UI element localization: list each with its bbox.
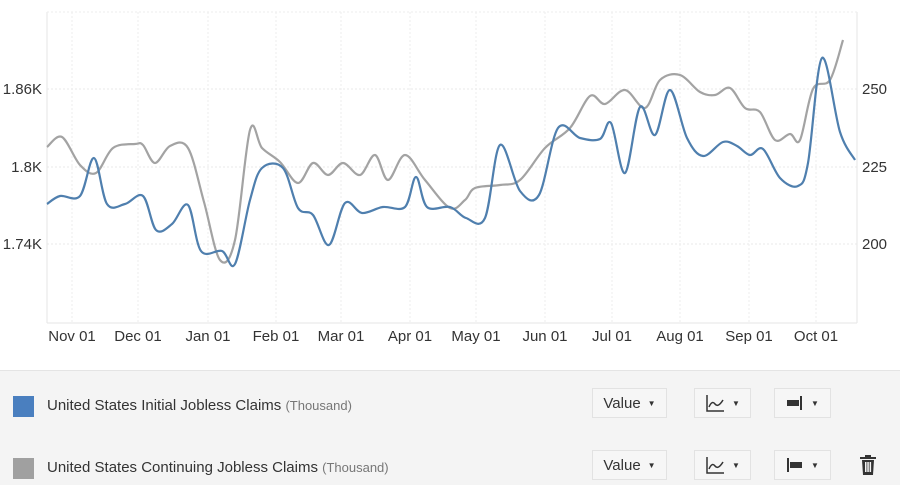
series-color-swatch[interactable] bbox=[13, 458, 34, 479]
svg-text:250: 250 bbox=[862, 81, 887, 98]
chart-type-dropdown[interactable]: ▼ bbox=[694, 388, 751, 418]
left-axis-icon bbox=[787, 458, 803, 472]
svg-text:Dec 01: Dec 01 bbox=[114, 328, 162, 345]
caret-down-icon: ▼ bbox=[811, 460, 819, 470]
legend-row-continuing-claims: United States Continuing Jobless Claims … bbox=[0, 449, 900, 489]
y-axis-right: 200 225 250 bbox=[862, 81, 887, 253]
svg-text:Jun 01: Jun 01 bbox=[522, 328, 567, 345]
svg-text:Jan 01: Jan 01 bbox=[185, 328, 230, 345]
legend-row-initial-claims: United States Initial Jobless Claims (Th… bbox=[0, 387, 900, 427]
caret-down-icon: ▼ bbox=[811, 398, 819, 408]
series-line bbox=[46, 56, 856, 268]
trash-icon[interactable] bbox=[859, 455, 877, 475]
value-dropdown[interactable]: Value ▼ bbox=[592, 450, 667, 480]
svg-text:200: 200 bbox=[862, 236, 887, 253]
svg-text:1.8K: 1.8K bbox=[11, 159, 42, 176]
svg-text:Nov 01: Nov 01 bbox=[48, 328, 96, 345]
svg-text:Feb 01: Feb 01 bbox=[253, 328, 300, 345]
series-label: United States Continuing Jobless Claims bbox=[47, 459, 318, 476]
caret-down-icon: ▼ bbox=[647, 460, 656, 470]
chart-grid bbox=[46, 11, 858, 324]
svg-text:Sep 01: Sep 01 bbox=[725, 328, 773, 345]
right-axis-icon bbox=[787, 396, 803, 410]
svg-text:Aug 01: Aug 01 bbox=[656, 328, 704, 345]
line-chart: Nov 01 Dec 01 Jan 01 Feb 01 Mar 01 Apr 01 May … bbox=[3, 11, 887, 345]
y-axis-left: 1.74K 1.8K 1.86K bbox=[3, 81, 42, 253]
svg-text:1.86K: 1.86K bbox=[3, 81, 42, 98]
series-label: United States Initial Jobless Claims bbox=[47, 397, 282, 414]
chart-type-dropdown[interactable]: ▼ bbox=[694, 450, 751, 480]
axis-dropdown[interactable]: ▼ bbox=[774, 388, 831, 418]
svg-text:Jul 01: Jul 01 bbox=[592, 328, 632, 345]
series-legend-panel: United States Initial Jobless Claims (Th… bbox=[0, 370, 900, 485]
line-chart-icon bbox=[706, 395, 725, 412]
axis-dropdown[interactable]: ▼ bbox=[774, 450, 831, 480]
value-dropdown[interactable]: Value ▼ bbox=[592, 388, 667, 418]
svg-text:Apr 01: Apr 01 bbox=[388, 328, 432, 345]
series-line bbox=[46, 39, 845, 264]
svg-text:Oct 01: Oct 01 bbox=[794, 328, 838, 345]
caret-down-icon: ▼ bbox=[732, 460, 740, 470]
svg-text:May 01: May 01 bbox=[451, 328, 500, 345]
series-unit: (Thousand) bbox=[285, 398, 352, 413]
svg-text:Mar 01: Mar 01 bbox=[318, 328, 365, 345]
svg-text:1.74K: 1.74K bbox=[3, 236, 42, 253]
caret-down-icon: ▼ bbox=[647, 398, 656, 408]
series-unit: (Thousand) bbox=[322, 460, 389, 475]
caret-down-icon: ▼ bbox=[732, 398, 740, 408]
series-lines bbox=[46, 39, 856, 268]
svg-text:225: 225 bbox=[862, 159, 887, 176]
line-chart-icon bbox=[706, 457, 725, 474]
x-axis: Nov 01 Dec 01 Jan 01 Feb 01 Mar 01 Apr 01 May … bbox=[48, 328, 838, 345]
series-color-swatch[interactable] bbox=[13, 396, 34, 417]
